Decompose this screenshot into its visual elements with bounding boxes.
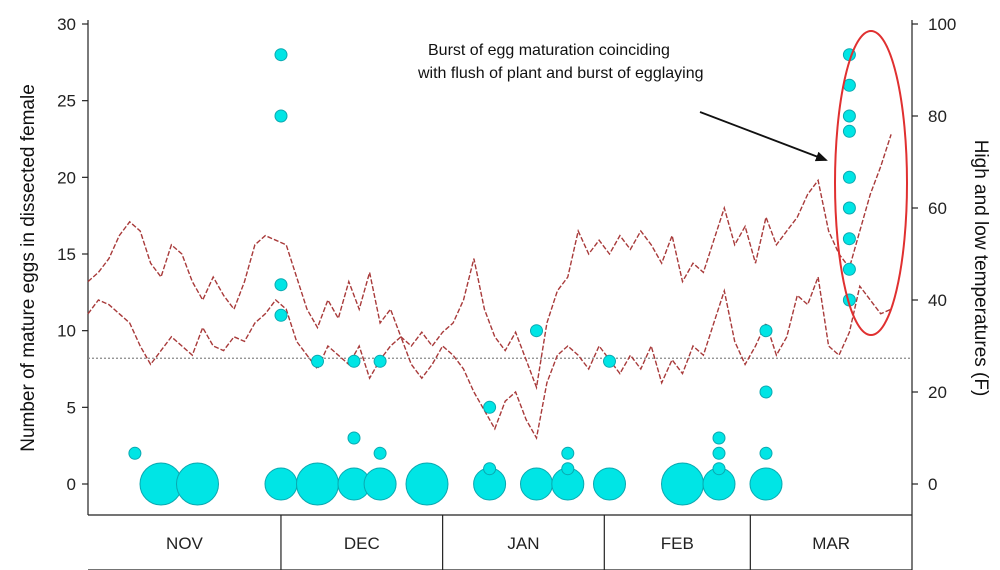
month-label: JAN: [507, 534, 539, 553]
egg-point: [177, 463, 219, 505]
egg-point: [713, 463, 725, 475]
egg-point: [275, 49, 287, 61]
egg-point: [312, 355, 324, 367]
left-tick-label: 10: [57, 322, 76, 341]
egg-point: [843, 125, 855, 137]
egg-point: [760, 325, 772, 337]
left-tick-label: 15: [57, 245, 76, 264]
temperature-low-line: [88, 277, 891, 438]
egg-point: [364, 468, 396, 500]
egg-point: [713, 432, 725, 444]
egg-point: [562, 447, 574, 459]
right-tick-label: 80: [928, 107, 947, 126]
left-tick-label: 0: [67, 475, 76, 494]
egg-point: [348, 432, 360, 444]
egg-point: [140, 463, 182, 505]
month-label: DEC: [344, 534, 380, 553]
egg-point: [275, 110, 287, 122]
egg-point: [484, 463, 496, 475]
right-tick-label: 60: [928, 199, 947, 218]
egg-point: [843, 202, 855, 214]
highlight-ellipse: [835, 31, 907, 335]
right-tick-label: 20: [928, 383, 947, 402]
annotation-line-2: with flush of plant and burst of egglayi…: [417, 65, 704, 82]
egg-point: [843, 171, 855, 183]
month-strip: NOV DEC JAN FEB MAR: [88, 515, 912, 570]
egg-point: [594, 468, 626, 500]
egg-point: [484, 401, 496, 413]
egg-points: [129, 49, 856, 505]
egg-point: [843, 110, 855, 122]
annotation-line-1: Burst of egg maturation coinciding: [428, 42, 670, 59]
month-label: FEB: [661, 534, 694, 553]
egg-point: [713, 447, 725, 459]
month-label: MAR: [812, 534, 850, 553]
right-tick-label: 40: [928, 291, 947, 310]
egg-point: [265, 468, 297, 500]
egg-point: [843, 263, 855, 275]
egg-point: [662, 463, 704, 505]
left-tick-label: 25: [57, 92, 76, 111]
left-axis-ticks: 0 5 10 15 20 25 30: [57, 15, 88, 494]
egg-point: [406, 463, 448, 505]
left-tick-label: 20: [57, 168, 76, 187]
egg-point: [374, 447, 386, 459]
right-axis-ticks: 0 20 40 60 80 100: [912, 15, 956, 494]
egg-point: [750, 468, 782, 500]
right-tick-label: 100: [928, 15, 956, 34]
egg-point: [275, 279, 287, 291]
egg-point: [760, 386, 772, 398]
egg-point: [374, 355, 386, 367]
temperature-high-line: [88, 134, 891, 387]
egg-point: [348, 355, 360, 367]
egg-point: [843, 233, 855, 245]
egg-point: [760, 447, 772, 459]
right-axis-title: High and low temperatures (F): [970, 140, 991, 397]
egg-point: [275, 309, 287, 321]
left-tick-label: 5: [67, 398, 76, 417]
egg-point: [297, 463, 339, 505]
left-axis-title: Number of mature eggs in dissected femal…: [18, 84, 39, 452]
annotation-arrow: [700, 112, 826, 160]
egg-point: [562, 463, 574, 475]
left-tick-label: 30: [57, 15, 76, 34]
right-tick-label: 0: [928, 475, 937, 494]
egg-point: [521, 468, 553, 500]
egg-point: [129, 447, 141, 459]
egg-point: [531, 325, 543, 337]
month-label: NOV: [166, 534, 204, 553]
egg-point: [604, 355, 616, 367]
